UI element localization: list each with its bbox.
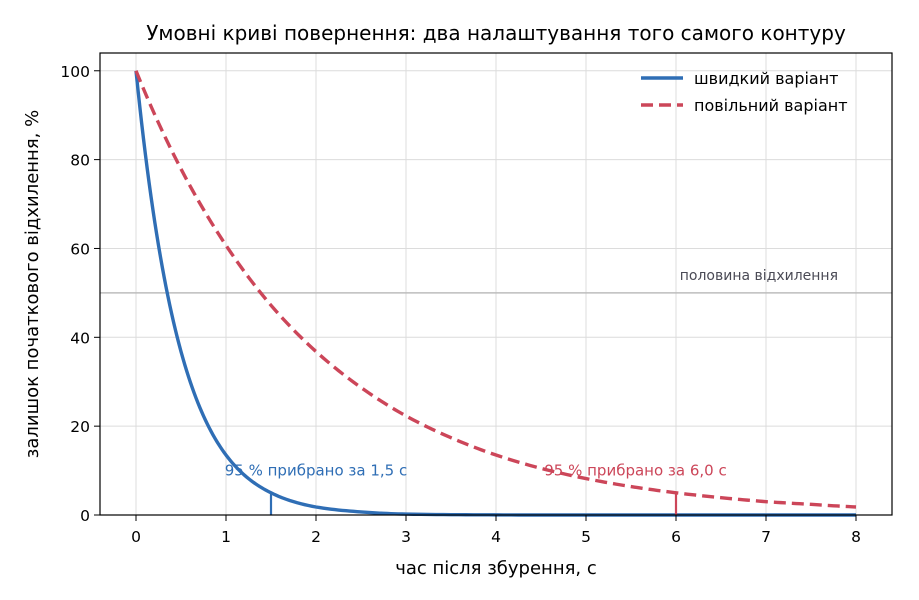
y-tick-label: 80	[70, 152, 90, 170]
y-axis-label: залишок початкового відхилення, %	[22, 110, 43, 458]
x-tick-label: 2	[311, 528, 321, 546]
x-tick-label: 3	[401, 528, 411, 546]
y-tick-label: 0	[80, 507, 90, 525]
x-tick-label: 7	[761, 528, 771, 546]
half-deviation-label: половина відхилення	[680, 268, 838, 284]
markers-group: 95 % прибрано за 1,5 с 95 % прибрано за 6…	[225, 462, 727, 515]
y-tick-label: 100	[60, 63, 90, 81]
x-tick-label: 6	[671, 528, 681, 546]
x-tick-label: 5	[581, 528, 591, 546]
y-tick-label: 60	[70, 240, 90, 258]
x-axis-label: час після збурення, с	[395, 558, 597, 579]
settle-marker-label: 95 % прибрано за 6,0 с	[544, 462, 726, 480]
x-tick-label: 4	[491, 528, 501, 546]
reference-line-group: половина відхилення	[100, 268, 892, 294]
slow-variant-line	[134, 70, 857, 509]
legend: швидкий варіант повільний варіант	[641, 69, 848, 115]
chart-title: Умовні криві повернення: два налаштуванн…	[146, 21, 846, 45]
x-tick-label: 8	[851, 528, 861, 546]
y-tick-label: 40	[70, 329, 90, 347]
legend-label-fast: швидкий варіант	[694, 69, 839, 88]
x-tick-label: 0	[131, 528, 141, 546]
x-tick-label: 1	[221, 528, 231, 546]
y-tick-label: 20	[70, 418, 90, 436]
legend-label-slow: повільний варіант	[694, 96, 848, 115]
settle-marker-label: 95 % прибрано за 1,5 с	[225, 462, 407, 480]
